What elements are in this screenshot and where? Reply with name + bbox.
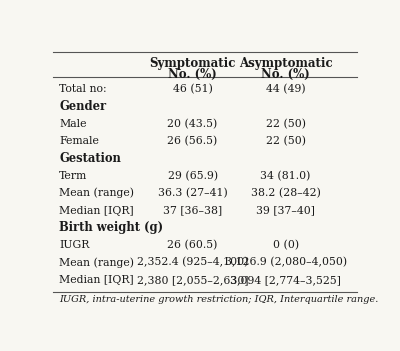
- Text: 20 (43.5): 20 (43.5): [168, 119, 218, 129]
- Text: 34 (81.0): 34 (81.0): [260, 171, 311, 181]
- Text: Mean (range): Mean (range): [59, 188, 134, 198]
- Text: Term: Term: [59, 171, 88, 181]
- Text: Mean (range): Mean (range): [59, 257, 134, 268]
- Text: Median [IQR]: Median [IQR]: [59, 205, 134, 216]
- Text: 3,126.9 (2,080–4,050): 3,126.9 (2,080–4,050): [224, 257, 347, 268]
- Text: Symptomatic: Symptomatic: [150, 57, 236, 70]
- Text: Asymptomatic: Asymptomatic: [239, 57, 332, 70]
- Text: Male: Male: [59, 119, 87, 129]
- Text: 3,094 [2,774–3,525]: 3,094 [2,774–3,525]: [230, 275, 341, 285]
- Text: Total no:: Total no:: [59, 84, 107, 94]
- Text: Gender: Gender: [59, 100, 106, 113]
- Text: 36.3 (27–41): 36.3 (27–41): [158, 188, 228, 198]
- Text: 38.2 (28–42): 38.2 (28–42): [251, 188, 320, 198]
- Text: 0 (0): 0 (0): [272, 240, 299, 250]
- Text: Gestation: Gestation: [59, 152, 121, 165]
- Text: 2,380 [2,055–2,630]: 2,380 [2,055–2,630]: [137, 275, 248, 285]
- Text: 29 (65.9): 29 (65.9): [168, 171, 218, 181]
- Text: 39 [37–40]: 39 [37–40]: [256, 205, 315, 216]
- Text: 44 (49): 44 (49): [266, 84, 306, 94]
- Text: No. (%): No. (%): [261, 68, 310, 81]
- Text: 46 (51): 46 (51): [173, 84, 212, 94]
- Text: Female: Female: [59, 136, 99, 146]
- Text: 2,352.4 (925–4,100): 2,352.4 (925–4,100): [137, 257, 248, 268]
- Text: IUGR, intra-uterine growth restriction; IQR, Interquartile range.: IUGR, intra-uterine growth restriction; …: [59, 295, 379, 304]
- Text: IUGR: IUGR: [59, 240, 90, 250]
- Text: 37 [36–38]: 37 [36–38]: [163, 205, 222, 216]
- Text: No. (%): No. (%): [168, 68, 217, 81]
- Text: 26 (56.5): 26 (56.5): [168, 136, 218, 146]
- Text: 22 (50): 22 (50): [266, 119, 306, 129]
- Text: Median [IQR]: Median [IQR]: [59, 275, 134, 285]
- Text: 22 (50): 22 (50): [266, 136, 306, 146]
- Text: 26 (60.5): 26 (60.5): [168, 240, 218, 250]
- Text: Birth weight (g): Birth weight (g): [59, 221, 164, 234]
